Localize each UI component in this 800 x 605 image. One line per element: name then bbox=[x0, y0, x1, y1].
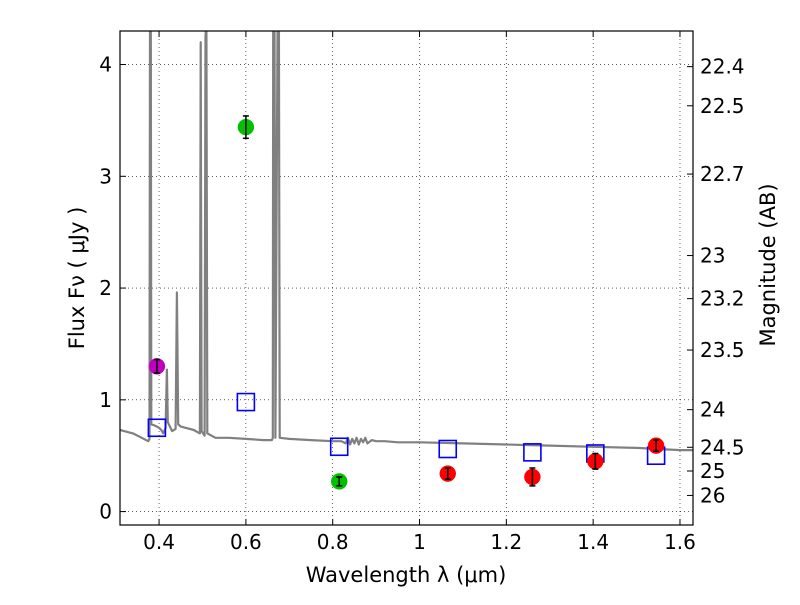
right-tick-label: 23.2 bbox=[700, 287, 745, 311]
x-axis-label: Wavelength λ (μm) bbox=[306, 563, 507, 587]
model-photometry-square bbox=[438, 439, 458, 459]
model-points bbox=[147, 392, 666, 466]
x-tick-label: 1.2 bbox=[490, 530, 522, 554]
observed-points bbox=[148, 115, 665, 490]
y-axis-label: Flux Fν ( μJy ) bbox=[65, 207, 89, 350]
model-spectrum-line bbox=[120, 31, 693, 452]
y-tick-label: 0 bbox=[99, 500, 112, 524]
x-tick-label: 1.6 bbox=[664, 530, 696, 554]
right-tick-label: 26 bbox=[700, 483, 725, 507]
right-tick-label: 22.5 bbox=[700, 94, 745, 118]
spectrum-layer bbox=[120, 31, 693, 452]
right-tick-label: 22.4 bbox=[700, 55, 745, 79]
x-tick-label: 0.8 bbox=[317, 530, 349, 554]
model-photometry-square bbox=[329, 437, 349, 457]
y-tick-label: 3 bbox=[99, 164, 112, 188]
right-tick-label: 22.7 bbox=[700, 162, 745, 186]
model-photometry-square bbox=[523, 443, 542, 462]
right-axis-label: Magnitude (AB) bbox=[756, 183, 780, 346]
x-tick-label: 0.4 bbox=[143, 530, 175, 554]
y-tick-label: 1 bbox=[99, 388, 112, 412]
y-tick-label: 4 bbox=[99, 53, 112, 77]
model-photometry-square bbox=[236, 392, 256, 412]
plot-frame bbox=[119, 30, 694, 526]
model-photometry-square bbox=[147, 418, 167, 438]
right-tick-label: 25 bbox=[700, 459, 725, 483]
x-tick-label: 0.6 bbox=[230, 530, 262, 554]
right-tick-label: 23 bbox=[700, 244, 725, 268]
right-tick-label: 23.5 bbox=[700, 338, 745, 362]
x-tick-label: 1.4 bbox=[577, 530, 609, 554]
right-tick-label: 24 bbox=[700, 398, 725, 422]
y-tick-label: 2 bbox=[99, 276, 112, 300]
right-tick-label: 24.5 bbox=[700, 435, 745, 459]
x-tick-label: 1 bbox=[413, 530, 426, 554]
